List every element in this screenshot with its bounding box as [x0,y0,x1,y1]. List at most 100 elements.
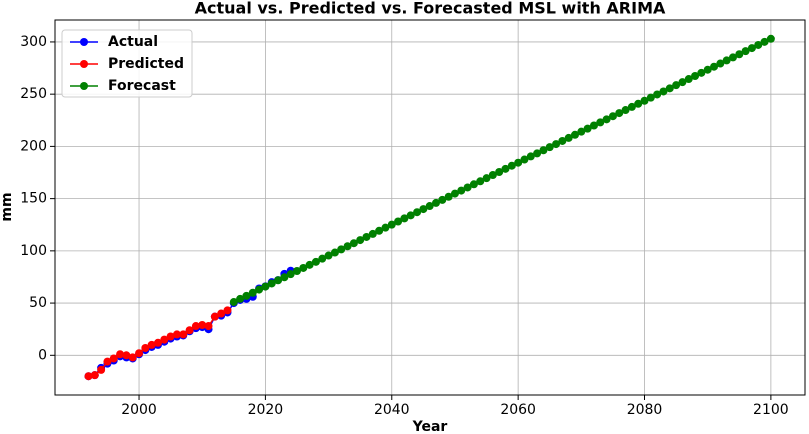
data-point [299,263,308,272]
plot-frame [54,19,806,396]
data-point [634,99,643,108]
data-point [394,217,403,226]
data-point [526,152,535,161]
data-point [318,254,327,263]
data-point [116,350,125,359]
data-point [735,50,744,59]
legend-label: Forecast [108,78,176,94]
data-point [141,343,150,352]
data-point [375,226,384,235]
data-point [514,158,523,167]
data-point [147,340,156,349]
data-point [691,71,700,80]
data-point [432,198,441,207]
data-point [179,330,188,339]
data-point [476,177,485,186]
data-point [703,65,712,74]
y-tick-label: 100 [20,243,47,259]
data-point [583,124,592,133]
data-point [191,322,200,331]
data-point [552,140,561,149]
data-point [210,312,219,321]
data-point [646,93,655,102]
data-point [602,115,611,124]
data-point [368,229,377,238]
data-point [292,267,301,276]
data-point [507,161,516,170]
data-point [204,322,213,331]
data-point [356,236,365,245]
data-point [280,273,289,282]
data-point [135,349,144,358]
data-point [166,332,175,341]
legend-marker [80,60,88,68]
data-point [564,133,573,142]
data-point [672,81,681,90]
data-point [766,34,775,43]
data-point [122,351,131,360]
data-point [615,109,624,118]
data-point [286,270,295,279]
data-point [172,330,181,339]
y-tick-label: 200 [20,138,47,154]
x-tick-label: 2060 [500,402,536,418]
data-point [109,354,118,363]
data-point [678,78,687,87]
data-point [608,112,617,121]
data-point [381,223,390,232]
data-point [387,220,396,229]
data-point [747,44,756,53]
data-point [457,186,466,195]
data-point [627,102,636,111]
data-point [710,62,719,71]
y-tick-label: 250 [20,86,47,102]
data-point [337,245,346,254]
data-point [653,90,662,99]
data-point [501,164,510,173]
data-point [185,326,194,335]
x-tick-label: 2040 [374,402,410,418]
data-point [438,195,447,204]
data-point [728,53,737,62]
legend-marker [80,38,88,46]
data-point [545,143,554,152]
data-point [242,291,251,300]
data-point [311,257,320,266]
data-point [406,211,415,220]
data-point [223,306,232,315]
data-point [343,242,352,251]
y-axis-label: mm [0,192,15,221]
data-point [482,174,491,183]
data-point [349,239,358,248]
data-point [425,202,434,211]
data-point [217,309,226,318]
data-point [198,321,207,330]
data-point [558,136,567,145]
data-point [255,285,264,294]
data-point [722,56,731,65]
y-tick-label: 150 [20,191,47,207]
data-point [577,127,586,136]
y-tick-label: 0 [38,347,47,363]
legend-label: Predicted [108,56,184,72]
data-point [589,121,598,130]
data-point [533,149,542,158]
legend-label: Actual [108,34,158,50]
data-point [248,288,257,297]
data-point [362,232,371,241]
data-point [267,279,276,288]
data-point [153,338,162,347]
data-point [305,260,314,269]
y-tick-label: 300 [20,34,47,50]
data-point [236,294,245,303]
legend-marker [80,82,88,90]
data-point [621,106,630,115]
data-point [160,335,169,344]
data-point [450,189,459,198]
x-tick-label: 2080 [627,402,663,418]
data-point [697,68,706,77]
data-point [274,276,283,285]
data-point [97,365,106,374]
data-point [520,155,529,164]
